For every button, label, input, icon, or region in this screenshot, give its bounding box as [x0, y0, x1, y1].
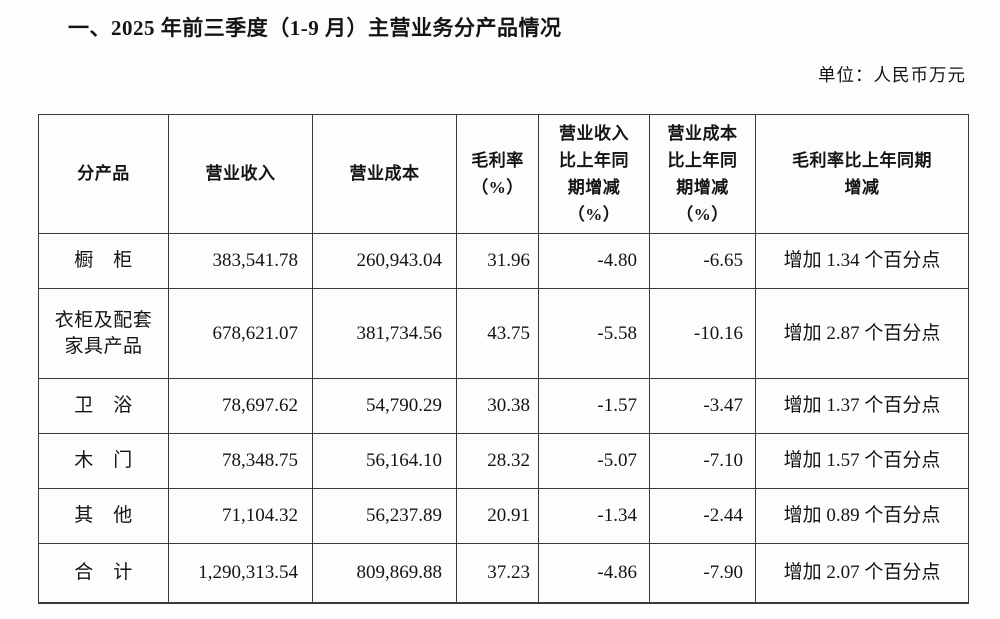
table-row: 木 门 78,348.75 56,164.10 28.32 -5.07 -7.10 增加 1…	[38, 433, 969, 489]
cell-cost_yoy: -6.65	[649, 233, 756, 289]
cell-margin_yoy: 增加 1.57 个百分点	[755, 433, 969, 489]
column-header-revenue: 营业收入	[168, 114, 313, 234]
column-header-margin_yoy: 毛利率比上年同期 增减	[755, 114, 969, 234]
table-header: 分产品 营业收入 营业成本 毛利率 （%） 营业收入 比上年同 期增减 （%） 营业成本 …	[38, 114, 969, 234]
column-header-cost_yoy: 营业成本 比上年同 期增减 （%）	[649, 114, 756, 234]
page-title: 一、2025 年前三季度（1-9 月）主营业务分产品情况	[68, 16, 562, 40]
cell-margin_yoy: 增加 2.07 个百分点	[755, 543, 969, 604]
table-row: 合 计 1,290,313.54 809,869.88 37.23 -4.86 -7.90…	[38, 543, 969, 604]
column-header-product: 分产品	[38, 114, 169, 234]
cell-margin_yoy: 增加 2.87 个百分点	[755, 288, 969, 379]
cell-gross_margin: 20.91	[456, 488, 539, 544]
unit-label: 单位：人民币万元	[818, 65, 966, 85]
cell-revenue: 678,621.07	[168, 288, 313, 379]
cell-product: 橱 柜	[38, 233, 169, 289]
column-header-revenue_yoy: 营业收入 比上年同 期增减 （%）	[538, 114, 650, 234]
cell-product: 其 他	[38, 488, 169, 544]
cell-product: 衣柜及配套 家具产品	[38, 288, 169, 379]
cell-gross_margin: 37.23	[456, 543, 539, 604]
cell-product: 木 门	[38, 433, 169, 489]
cell-gross_margin: 28.32	[456, 433, 539, 489]
cell-gross_margin: 43.75	[456, 288, 539, 379]
cell-revenue_yoy: -5.58	[538, 288, 650, 379]
cell-margin_yoy: 增加 0.89 个百分点	[755, 488, 969, 544]
column-header-cost: 营业成本	[312, 114, 457, 234]
cell-revenue_yoy: -5.07	[538, 433, 650, 489]
cell-margin_yoy: 增加 1.34 个百分点	[755, 233, 969, 289]
cell-revenue: 78,697.62	[168, 378, 313, 434]
table-row: 橱 柜 383,541.78 260,943.04 31.96 -4.80 -6.65 增加…	[38, 233, 969, 289]
cell-cost_yoy: -2.44	[649, 488, 756, 544]
cell-revenue_yoy: -4.86	[538, 543, 650, 604]
cell-product: 卫 浴	[38, 378, 169, 434]
product-breakdown-table: 分产品 营业收入 营业成本 毛利率 （%） 营业收入 比上年同 期增减 （%） 营业成本 …	[38, 114, 969, 604]
cell-cost_yoy: -3.47	[649, 378, 756, 434]
cell-product: 合 计	[38, 543, 169, 604]
cell-revenue_yoy: -1.57	[538, 378, 650, 434]
cell-cost: 56,164.10	[312, 433, 457, 489]
table-row: 衣柜及配套 家具产品 678,621.07 381,734.56 43.75 -5.58…	[38, 288, 969, 379]
cell-cost_yoy: -7.10	[649, 433, 756, 489]
table-header-row: 分产品 营业收入 营业成本 毛利率 （%） 营业收入 比上年同 期增减 （%） 营业成本 …	[38, 114, 969, 234]
cell-gross_margin: 30.38	[456, 378, 539, 434]
cell-gross_margin: 31.96	[456, 233, 539, 289]
column-header-gross_margin: 毛利率 （%）	[456, 114, 539, 234]
cell-cost_yoy: -7.90	[649, 543, 756, 604]
cell-cost: 381,734.56	[312, 288, 457, 379]
cell-revenue: 383,541.78	[168, 233, 313, 289]
cell-cost: 56,237.89	[312, 488, 457, 544]
table-row: 其 他 71,104.32 56,237.89 20.91 -1.34 -2.44 增加 0…	[38, 488, 969, 544]
cell-cost_yoy: -10.16	[649, 288, 756, 379]
cell-margin_yoy: 增加 1.37 个百分点	[755, 378, 969, 434]
cell-revenue: 78,348.75	[168, 433, 313, 489]
cell-revenue_yoy: -4.80	[538, 233, 650, 289]
cell-revenue_yoy: -1.34	[538, 488, 650, 544]
cell-cost: 54,790.29	[312, 378, 457, 434]
table-row: 卫 浴 78,697.62 54,790.29 30.38 -1.57 -3.47 增加 1…	[38, 378, 969, 434]
cell-cost: 809,869.88	[312, 543, 457, 604]
cell-revenue: 1,290,313.54	[168, 543, 313, 604]
cell-revenue: 71,104.32	[168, 488, 313, 544]
table-body: 橱 柜 383,541.78 260,943.04 31.96 -4.80 -6.65 增加…	[38, 233, 969, 604]
cell-cost: 260,943.04	[312, 233, 457, 289]
